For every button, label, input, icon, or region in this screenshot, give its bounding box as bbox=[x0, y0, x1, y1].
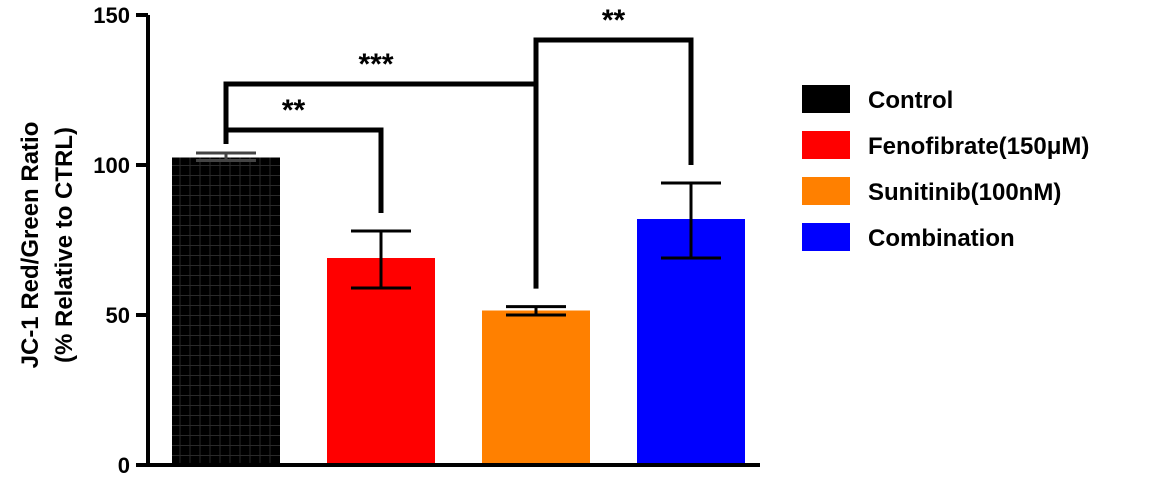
legend-label-1: Control bbox=[868, 87, 953, 114]
control-bar-texture bbox=[172, 157, 280, 465]
significance-bracket bbox=[223, 81, 539, 289]
significance-label: ** bbox=[602, 4, 626, 37]
significance-label: ** bbox=[282, 94, 306, 127]
legend-label-3: Sunitinib(100nM) bbox=[868, 179, 1061, 206]
bar-1 bbox=[172, 157, 280, 465]
legend-swatch-3 bbox=[802, 177, 850, 205]
y-axis-title-line-1: JC-1 Red/Green Ratio bbox=[17, 122, 44, 369]
significance-brackets: ******* bbox=[223, 4, 694, 289]
significance-bracket bbox=[223, 127, 384, 213]
y-axis-title: JC-1 Red/Green Ratio (% Relative to CTRL… bbox=[17, 122, 78, 369]
bars-group bbox=[172, 157, 745, 465]
legend-swatch-2 bbox=[802, 131, 850, 159]
y-axis-ticks: 0 50 100 150 bbox=[93, 3, 148, 478]
y-axis-title-line-2: (% Relative to CTRL) bbox=[51, 127, 78, 363]
significance-label: *** bbox=[358, 48, 393, 81]
axes bbox=[146, 15, 760, 467]
bar-3 bbox=[482, 310, 590, 465]
bar-4 bbox=[637, 219, 745, 465]
legend: Control Fenofibrate(150μM) Sunitinib(100nM… bbox=[802, 85, 1089, 252]
legend-swatch-1 bbox=[802, 85, 850, 113]
bar-2 bbox=[327, 258, 435, 465]
y-tick-label: 50 bbox=[106, 303, 130, 328]
legend-swatch-4 bbox=[802, 223, 850, 251]
significance-bracket bbox=[533, 37, 694, 165]
y-tick-label: 100 bbox=[93, 153, 130, 178]
legend-label-4: Combination bbox=[868, 225, 1015, 252]
y-tick-label: 150 bbox=[93, 3, 130, 28]
error-bars-group bbox=[196, 151, 721, 317]
legend-label-2: Fenofibrate(150μM) bbox=[868, 133, 1089, 160]
y-tick-label: 0 bbox=[118, 453, 130, 478]
